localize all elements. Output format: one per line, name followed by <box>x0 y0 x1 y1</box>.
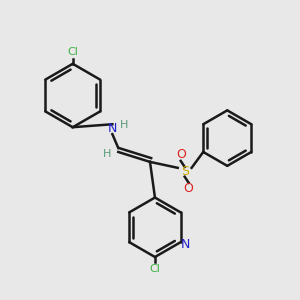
Text: O: O <box>176 148 186 161</box>
Text: N: N <box>108 122 117 135</box>
Text: Cl: Cl <box>149 264 161 274</box>
Text: S: S <box>181 165 189 178</box>
Text: N: N <box>181 238 190 250</box>
Text: O: O <box>184 182 194 195</box>
Text: H: H <box>120 120 128 130</box>
Text: Cl: Cl <box>67 47 78 57</box>
Text: H: H <box>103 149 112 159</box>
